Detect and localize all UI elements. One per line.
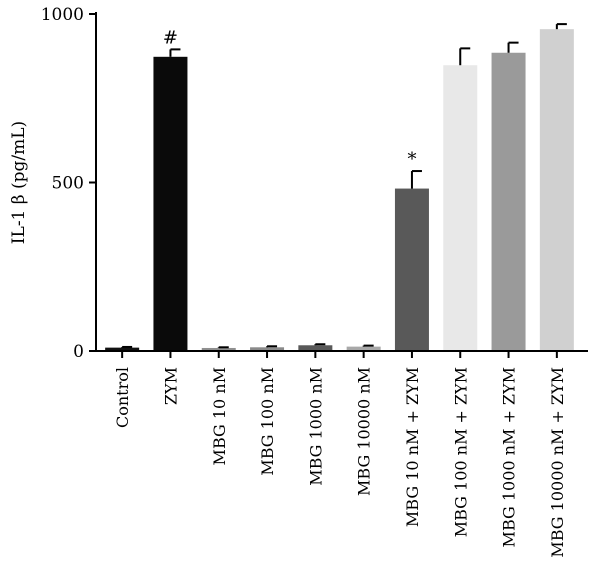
x-tick-label: MBG 100 nM + ZYM (451, 367, 470, 537)
significance-marker: * (407, 149, 416, 170)
x-tick-label: MBG 1000 nM + ZYM (500, 367, 519, 547)
annotations: #* (163, 27, 417, 170)
x-tick-label: MBG 10000 nM (355, 367, 374, 496)
bar (105, 347, 140, 351)
x-axis: Control ZYM MBG 10 nM MBG 100 nM MBG 1000 nM… (95, 350, 588, 558)
bar (491, 52, 526, 351)
y-tick-label: 1000 (41, 5, 84, 25)
bar (539, 29, 574, 351)
bar (153, 56, 188, 351)
x-tick-label: MBG 10 nM + ZYM (403, 367, 422, 527)
x-tick-label: Control (113, 367, 132, 428)
y-axis: 0 500 1000 (41, 5, 97, 362)
error-bars (121, 23, 567, 349)
y-tick-label: 0 (73, 342, 84, 362)
significance-marker: # (163, 27, 178, 48)
x-tick-label: MBG 10 nM (210, 367, 229, 465)
bars (105, 29, 574, 351)
bar (250, 347, 285, 351)
bar (346, 346, 381, 351)
x-tick-label: MBG 10000 nM + ZYM (548, 367, 567, 558)
x-tick-label: MBG 1000 nM (306, 367, 325, 486)
x-tick-label: MBG 100 nM (258, 367, 277, 476)
y-tick-label: 500 (52, 174, 84, 194)
bar (394, 188, 429, 351)
x-tick-label: ZYM (161, 367, 180, 405)
bar (298, 345, 333, 351)
bar (443, 65, 478, 351)
y-axis-label: IL-1 β (pg/mL) (9, 121, 29, 244)
bar (201, 347, 236, 351)
